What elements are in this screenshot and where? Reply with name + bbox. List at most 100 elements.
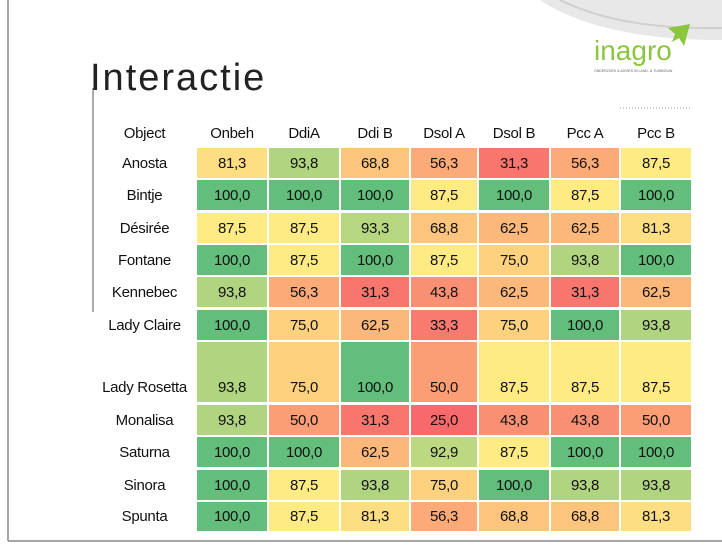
value-cell: 33,3 [411, 310, 477, 340]
value-cell: 87,5 [621, 148, 691, 178]
column-header: Object [123, 125, 166, 142]
value-cell: 100,0 [269, 180, 339, 210]
value-cell: 62,5 [621, 277, 691, 307]
value-cell: 56,3 [269, 277, 339, 307]
value-cell: 62,5 [479, 277, 549, 307]
value-cell: 31,3 [551, 277, 619, 307]
value-cell: 56,3 [551, 148, 619, 178]
value-cell: 87,5 [269, 502, 339, 531]
row-label: Saturna [119, 444, 170, 461]
value-cell: 68,8 [479, 502, 549, 531]
value-cell: 100,0 [269, 437, 339, 467]
value-cell: 68,8 [341, 148, 409, 178]
value-cell: 62,5 [341, 310, 409, 340]
value-cell: 62,5 [551, 213, 619, 243]
value-cell: 93,8 [269, 148, 339, 178]
value-cell: 62,5 [479, 213, 549, 243]
value-cell: 100,0 [197, 245, 267, 275]
value-cell: 87,5 [197, 213, 267, 243]
logo-arrow [668, 24, 690, 46]
value-cell: 100,0 [621, 245, 691, 275]
value-cell: 75,0 [269, 342, 339, 402]
value-cell: 43,8 [411, 277, 477, 307]
value-cell: 87,5 [479, 342, 549, 402]
value-cell: 87,5 [269, 470, 339, 500]
value-cell: 75,0 [269, 310, 339, 340]
value-cell: 81,3 [621, 213, 691, 243]
value-cell: 25,0 [411, 405, 477, 435]
column-header: Ddi B [357, 125, 393, 142]
logo: inagro [594, 35, 672, 66]
value-cell: 87,5 [411, 180, 477, 210]
value-cell: 87,5 [269, 213, 339, 243]
value-cell: 100,0 [621, 437, 691, 467]
value-cell: 92,9 [411, 437, 477, 467]
value-cell: 100,0 [341, 342, 409, 402]
value-cell: 31,3 [341, 277, 409, 307]
value-cell: 81,3 [621, 502, 691, 531]
value-cell: 62,5 [341, 437, 409, 467]
value-cell: 68,8 [551, 502, 619, 531]
corner-curve [559, 0, 722, 30]
value-cell: 75,0 [411, 470, 477, 500]
row-label: Fontane [118, 252, 171, 269]
value-cell: 93,8 [197, 342, 267, 402]
logo-tagline: ONDERZOEK & ADVIES IN LAND- & TUINBOUW [594, 69, 673, 73]
value-cell: 100,0 [479, 470, 549, 500]
value-cell: 31,3 [341, 405, 409, 435]
value-cell: 100,0 [551, 310, 619, 340]
row-label: Spunta [121, 508, 168, 525]
value-cell: 31,3 [479, 148, 549, 178]
value-cell: 93,8 [621, 470, 691, 500]
value-cell: 81,3 [341, 502, 409, 531]
value-cell: 87,5 [479, 437, 549, 467]
column-header: Dsol B [492, 125, 536, 142]
value-cell: 100,0 [479, 180, 549, 210]
value-cell: 100,0 [197, 470, 267, 500]
value-cell: 93,8 [551, 470, 619, 500]
slide-title: Interactie [90, 57, 266, 99]
value-cell: 100,0 [341, 245, 409, 275]
value-cell: 100,0 [197, 180, 267, 210]
value-cell: 75,0 [479, 245, 549, 275]
value-cell: 100,0 [197, 437, 267, 467]
value-cell: 93,8 [197, 277, 267, 307]
value-cell: 50,0 [269, 405, 339, 435]
value-cell: 43,8 [479, 405, 549, 435]
column-header: Pcc A [566, 125, 604, 142]
value-cell: 100,0 [341, 180, 409, 210]
value-cell: 87,5 [269, 245, 339, 275]
value-cell: 81,3 [197, 148, 267, 178]
row-label: Lady Rosetta [102, 379, 187, 396]
row-label: Sinora [123, 477, 166, 494]
row-label: Anosta [122, 155, 167, 172]
column-header: Pcc B [637, 125, 675, 142]
value-cell: 87,5 [411, 245, 477, 275]
value-cell: 87,5 [551, 342, 619, 402]
row-label: Lady Claire [108, 317, 181, 334]
value-cell: 100,0 [197, 310, 267, 340]
row-label: Kennebec [111, 284, 178, 301]
value-cell: 50,0 [411, 342, 477, 402]
column-header: Onbeh [210, 125, 254, 142]
corner-shape [540, 0, 722, 40]
value-cell: 100,0 [551, 437, 619, 467]
value-cell: 87,5 [621, 342, 691, 402]
value-cell: 93,3 [341, 213, 409, 243]
value-cell: 100,0 [197, 502, 267, 531]
value-cell: 93,8 [341, 470, 409, 500]
value-cell: 43,8 [551, 405, 619, 435]
column-header: DdiA [288, 125, 320, 142]
value-cell: 87,5 [551, 180, 619, 210]
value-cell: 56,3 [411, 502, 477, 531]
value-cell: 93,8 [551, 245, 619, 275]
value-cell: 75,0 [479, 310, 549, 340]
row-label: Monalisa [115, 412, 174, 429]
row-label: Bintje [126, 187, 163, 204]
row-label: Désirée [119, 220, 170, 237]
value-cell: 100,0 [621, 180, 691, 210]
value-cell: 93,8 [621, 310, 691, 340]
value-cell: 50,0 [621, 405, 691, 435]
